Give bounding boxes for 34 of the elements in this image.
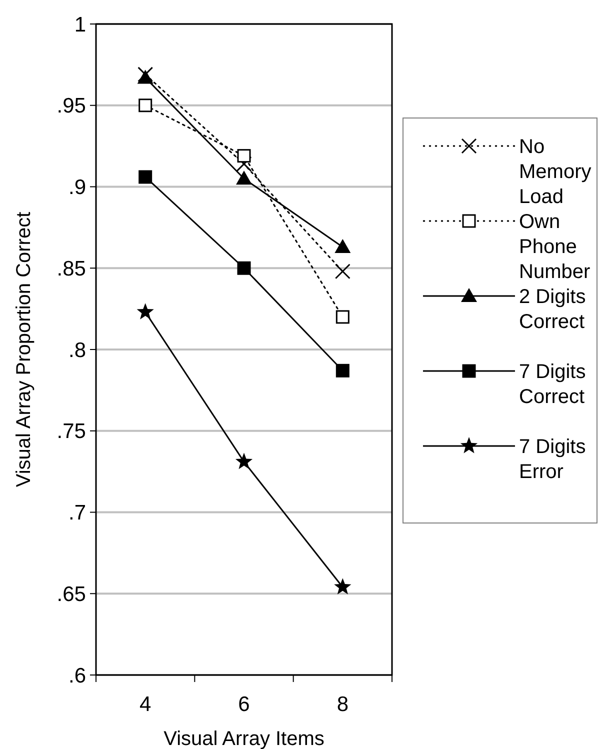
y-tick-label: .85 xyxy=(56,257,86,280)
y-tick-label: .8 xyxy=(68,338,86,362)
y-tick-label: .7 xyxy=(68,502,86,525)
point xyxy=(334,264,350,280)
x-tick-label: 6 xyxy=(238,693,250,716)
point xyxy=(235,452,253,470)
point xyxy=(237,261,251,275)
point xyxy=(334,238,351,253)
point xyxy=(138,170,152,184)
y-tick-label: .95 xyxy=(56,94,86,118)
x-tick-label: 8 xyxy=(336,693,349,716)
y-tick-label: .6 xyxy=(68,664,86,688)
y-tick-label: 1 xyxy=(74,13,86,36)
legend-label: Own Phone Number xyxy=(519,211,590,283)
point xyxy=(136,303,154,320)
point xyxy=(334,578,352,594)
y-tick-label: .9 xyxy=(68,176,86,200)
point xyxy=(237,149,251,163)
x-axis-title: Visual Array Items xyxy=(164,728,324,749)
y-tick-label: .65 xyxy=(56,582,86,606)
legend-label: 2 Digits Correct xyxy=(519,286,586,333)
point xyxy=(336,310,350,324)
point xyxy=(236,170,252,185)
point xyxy=(137,70,154,84)
point xyxy=(138,66,154,82)
point xyxy=(336,364,350,378)
y-axis-title: Visual Array Proportion Correct xyxy=(13,211,35,488)
legend-label: 7 Digits Correct xyxy=(519,361,586,408)
point xyxy=(236,156,252,172)
legend-label: No Memory Load xyxy=(519,136,592,208)
legend-label: 7 Digits Error xyxy=(519,436,586,483)
point xyxy=(138,98,152,112)
y-tick-label: .75 xyxy=(56,420,86,444)
x-tick-label: 4 xyxy=(139,693,152,716)
